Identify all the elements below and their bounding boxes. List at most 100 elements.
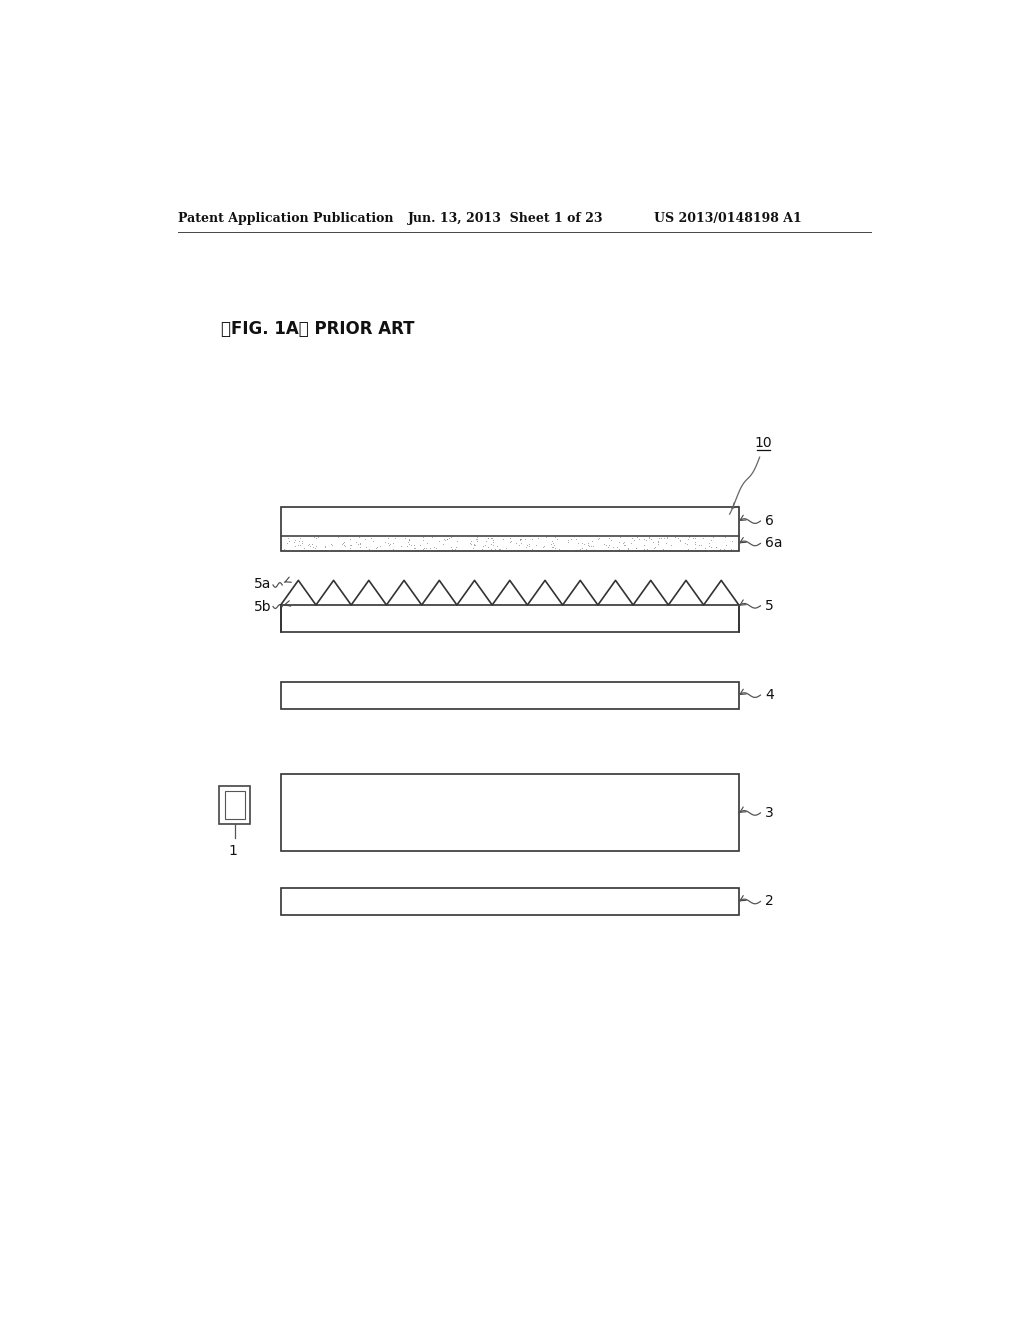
- Point: [641, 527, 657, 548]
- Point: [601, 527, 617, 548]
- Point: [308, 535, 325, 556]
- Point: [563, 539, 580, 560]
- Point: [443, 527, 460, 548]
- Point: [294, 531, 310, 552]
- Text: 5a: 5a: [254, 577, 271, 591]
- Point: [398, 535, 415, 556]
- Point: [706, 527, 722, 548]
- Point: [307, 537, 324, 558]
- Point: [369, 537, 385, 558]
- Point: [626, 529, 642, 550]
- Point: [310, 527, 327, 548]
- Point: [415, 539, 431, 560]
- Point: [686, 527, 702, 548]
- Point: [484, 532, 501, 553]
- Point: [717, 527, 733, 548]
- Point: [629, 527, 645, 548]
- Point: [418, 537, 434, 558]
- Point: [637, 529, 653, 550]
- Point: [444, 539, 461, 560]
- Bar: [224, 792, 245, 818]
- Point: [680, 527, 696, 548]
- Point: [590, 528, 606, 549]
- Point: [483, 528, 500, 549]
- Point: [406, 537, 422, 558]
- Point: [305, 527, 322, 548]
- Point: [645, 532, 662, 553]
- Text: 』FIG. 1A』 PRIOR ART: 』FIG. 1A』 PRIOR ART: [221, 321, 415, 338]
- Point: [276, 539, 293, 560]
- Point: [547, 537, 563, 558]
- Point: [439, 528, 456, 549]
- Point: [646, 537, 663, 558]
- Point: [581, 536, 597, 557]
- Point: [300, 535, 316, 556]
- Point: [292, 528, 308, 549]
- Point: [692, 535, 709, 556]
- Point: [492, 539, 508, 560]
- Point: [687, 532, 703, 553]
- Point: [687, 537, 703, 558]
- Point: [431, 531, 447, 552]
- Point: [350, 527, 367, 548]
- Bar: [281, 775, 739, 851]
- Point: [406, 535, 422, 556]
- Point: [280, 528, 296, 549]
- Point: [551, 539, 567, 560]
- Point: [654, 539, 671, 560]
- Point: [679, 533, 695, 554]
- Point: [544, 531, 560, 552]
- Point: [317, 536, 334, 557]
- Point: [647, 536, 664, 557]
- Point: [436, 528, 453, 549]
- Point: [520, 536, 537, 557]
- Point: [614, 532, 631, 553]
- Point: [287, 536, 303, 557]
- Point: [700, 532, 717, 553]
- Point: [437, 529, 454, 550]
- Point: [562, 528, 579, 549]
- Text: 10: 10: [755, 437, 772, 450]
- Point: [547, 527, 563, 548]
- Point: [543, 533, 559, 554]
- Point: [694, 528, 711, 549]
- Point: [400, 529, 417, 550]
- Point: [462, 532, 478, 553]
- Point: [677, 532, 693, 553]
- Point: [335, 532, 351, 553]
- Point: [651, 527, 668, 548]
- Point: [628, 537, 644, 558]
- Point: [483, 539, 500, 560]
- Point: [657, 532, 674, 553]
- Point: [385, 533, 401, 554]
- Point: [468, 529, 484, 550]
- Text: Jun. 13, 2013  Sheet 1 of 23: Jun. 13, 2013 Sheet 1 of 23: [408, 213, 603, 224]
- Point: [508, 533, 524, 554]
- Point: [485, 529, 502, 550]
- Point: [323, 533, 339, 554]
- Point: [496, 528, 512, 549]
- Point: [372, 536, 388, 557]
- Point: [680, 539, 696, 560]
- Point: [415, 529, 431, 550]
- Point: [463, 531, 479, 552]
- Point: [631, 528, 647, 549]
- Point: [623, 533, 639, 554]
- Point: [656, 528, 673, 549]
- Point: [650, 531, 667, 552]
- Point: [480, 528, 497, 549]
- Point: [572, 539, 589, 560]
- Point: [381, 535, 397, 556]
- Point: [296, 539, 312, 560]
- Point: [636, 539, 652, 560]
- Point: [317, 536, 334, 557]
- Point: [337, 536, 353, 557]
- Point: [636, 535, 652, 556]
- Point: [663, 535, 679, 556]
- Point: [686, 533, 702, 554]
- Point: [422, 537, 438, 558]
- Point: [308, 528, 325, 549]
- Point: [399, 531, 416, 552]
- Point: [524, 529, 541, 550]
- Point: [301, 535, 317, 556]
